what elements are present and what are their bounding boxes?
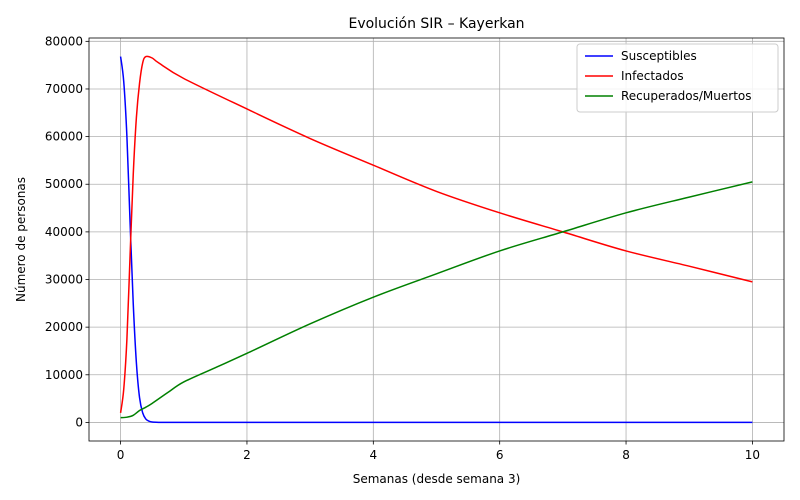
x-tick-label: 0 bbox=[117, 448, 125, 462]
y-tick-label: 30000 bbox=[45, 273, 83, 287]
y-tick-label: 70000 bbox=[45, 82, 83, 96]
axis-ticks: 0 2 4 6 8 10 0 10000 20000 30000 40000 50000 60000 70… bbox=[45, 34, 760, 462]
legend-label-recuperados-muertos: Recuperados/Muertos bbox=[621, 89, 752, 103]
x-tick-label: 4 bbox=[369, 448, 377, 462]
y-tick-label: 60000 bbox=[45, 130, 83, 144]
y-tick-label: 40000 bbox=[45, 225, 83, 239]
legend: Susceptibles Infectados Recuperados/Muerto… bbox=[576, 43, 779, 113]
y-tick-label: 0 bbox=[75, 415, 83, 429]
chart-title: Evolución SIR – Kayerkan bbox=[348, 16, 524, 32]
x-tick-label: 2 bbox=[243, 448, 251, 462]
plot-frame bbox=[88, 37, 785, 442]
x-tick-label: 10 bbox=[745, 448, 760, 462]
x-tick-label: 8 bbox=[622, 448, 630, 462]
legend-box bbox=[576, 43, 779, 113]
x-tick-label: 6 bbox=[496, 448, 504, 462]
series-line-susceptibles bbox=[119, 56, 753, 424]
x-axis-label: Semanas (desde semana 3) bbox=[353, 472, 521, 486]
legend-label-susceptibles: Susceptibles bbox=[621, 49, 697, 63]
series-layer bbox=[119, 55, 753, 424]
series-line-infectados bbox=[119, 55, 753, 413]
legend-label-infectados: Infectados bbox=[621, 69, 684, 83]
series-line-recuperados-muertos bbox=[120, 181, 753, 419]
y-tick-label: 10000 bbox=[45, 368, 83, 382]
y-tick-label: 50000 bbox=[45, 177, 83, 191]
y-axis-label: Número de personas bbox=[14, 177, 28, 302]
grid-lines bbox=[89, 38, 784, 441]
y-tick-label: 80000 bbox=[45, 34, 83, 48]
y-tick-label: 20000 bbox=[45, 320, 83, 334]
